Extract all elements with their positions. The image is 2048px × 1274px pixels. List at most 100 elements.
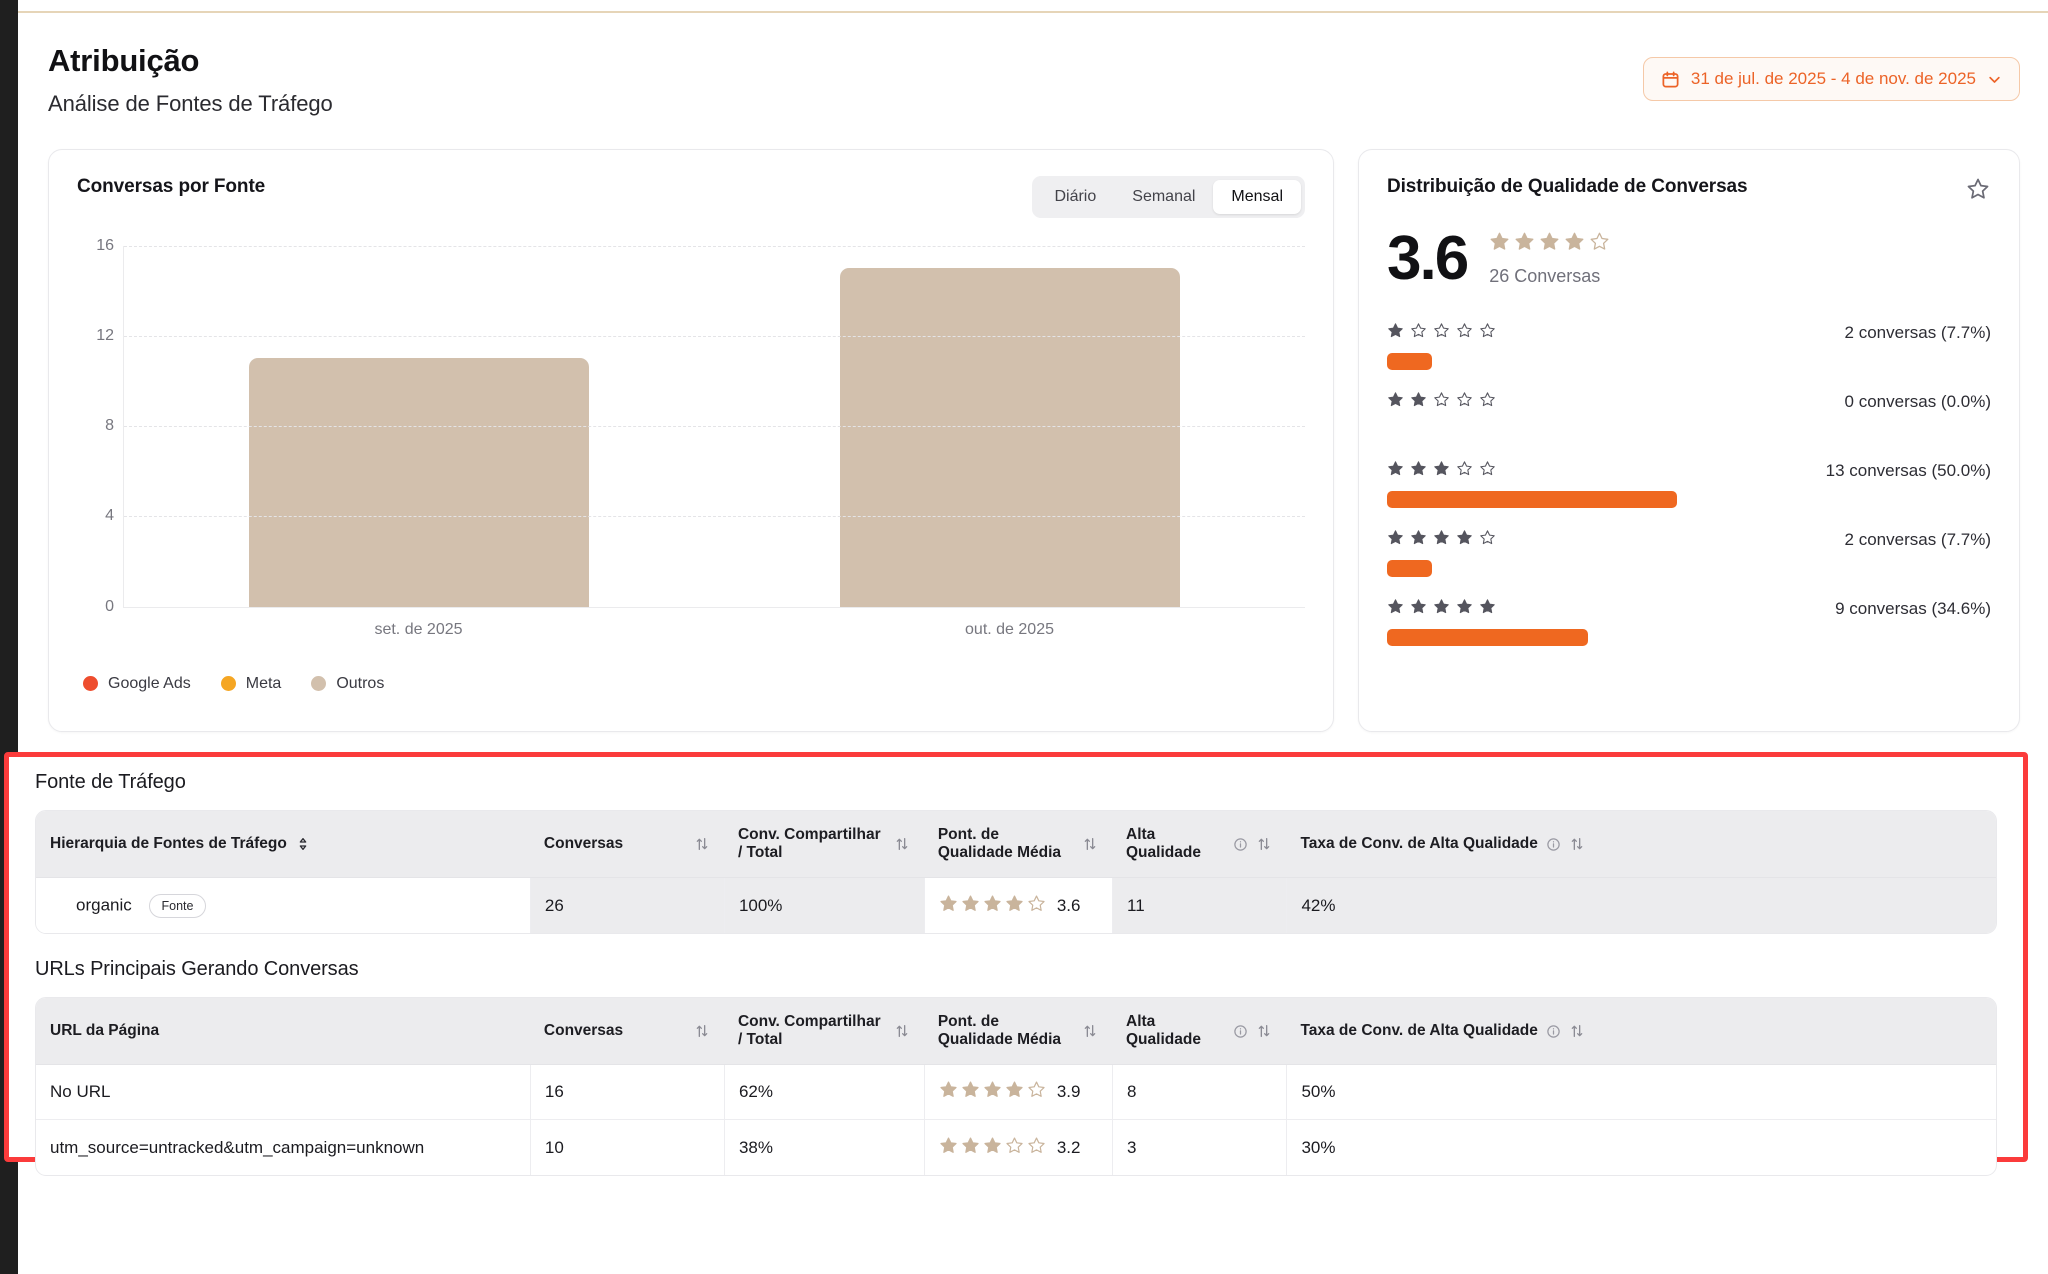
star-icon — [1514, 231, 1535, 257]
col-quality-score[interactable]: Pont. de Qualidade Média — [923, 811, 1112, 878]
chart-plot-area: 0 4 8 12 16 set. de 2025 out. de 2025 Google … — [77, 237, 1305, 711]
star-icon — [1005, 1136, 1024, 1160]
star-icon — [1479, 598, 1496, 620]
rating-bar-track — [1387, 422, 1991, 439]
star-icon — [939, 894, 958, 918]
col-hierarchy[interactable]: Hierarquia de Fontes de Tráfego — [36, 811, 530, 878]
cell-high-quality-rate: 42% — [1286, 878, 1996, 933]
rating-stars — [1387, 322, 1499, 344]
quality-stars — [939, 1080, 1047, 1104]
source-type-badge: Fonte — [148, 893, 207, 918]
cell-share: 62% — [723, 1065, 924, 1120]
average-score-value: 3.6 — [1387, 223, 1469, 293]
legend-item[interactable]: Google Ads — [83, 675, 191, 693]
star-icon — [1410, 391, 1427, 413]
col-quality-score-label: Pont. de Qualidade Média — [937, 1013, 1062, 1048]
sort-arrows-icon — [1084, 1025, 1096, 1037]
star-icon — [1489, 231, 1510, 257]
col-page-url[interactable]: URL da Página — [36, 998, 530, 1065]
granularity-option-mensal[interactable]: Mensal — [1213, 179, 1301, 214]
rating-bar-track — [1387, 559, 1991, 577]
page-header: Atribuição Análise de Fontes de Tráfego … — [18, 43, 2048, 117]
rating-distribution-row: 0 conversas (0.0%) — [1387, 391, 1991, 439]
star-icon — [961, 1080, 980, 1104]
info-circle-icon — [1547, 837, 1560, 851]
table-header-row: Hierarquia de Fontes de Tráfego Conversa… — [36, 811, 1996, 878]
chart-bar[interactable] — [249, 358, 590, 607]
legend-label: Outros — [336, 674, 385, 692]
col-share-label: Conv. Compartilhar / Total — [737, 826, 881, 861]
chart-legend: Google Ads Meta Outros — [83, 675, 1305, 693]
chart-bar[interactable] — [839, 268, 1180, 607]
chart-bars — [124, 246, 1305, 607]
rating-bar — [1387, 352, 1432, 370]
table-row[interactable]: No URL 16 62% 3.9 8 50% — [36, 1065, 1996, 1120]
star-icon — [1479, 391, 1496, 413]
granularity-option-semanal[interactable]: Semanal — [1114, 180, 1213, 214]
tables-container: Fonte de Tráfego Hierarquia de Fontes de… — [9, 757, 2023, 1176]
star-icon — [1589, 231, 1610, 257]
cell-quality-score: 3.9 — [923, 1065, 1112, 1120]
star-icon — [1564, 231, 1585, 257]
average-score-meta: 26 Conversas — [1489, 231, 1612, 287]
col-high-quality[interactable]: Alta Qualidade — [1112, 811, 1287, 878]
star-icon — [939, 1136, 958, 1160]
col-quality-score-label: Pont. de Qualidade Média — [937, 826, 1062, 861]
star-outline-icon[interactable] — [1965, 176, 1991, 202]
info-circle-icon — [1234, 1024, 1248, 1038]
quality-distribution-card: Distribuição de Qualidade de Conversas 3… — [1358, 148, 2020, 732]
star-icon — [983, 894, 1002, 918]
table-row[interactable]: utm_source=untracked&utm_campaign=unknow… — [36, 1120, 1996, 1175]
star-icon — [1433, 529, 1450, 551]
cell-quality-score: 3.6 — [923, 878, 1112, 933]
rating-bar-track — [1387, 628, 1991, 646]
average-score-block: 3.6 26 Conversas — [1387, 223, 1991, 293]
top-accent-line — [18, 11, 2048, 13]
col-high-quality-rate[interactable]: Taxa de Conv. de Alta Qualidade — [1286, 811, 1996, 878]
col-high-quality-rate[interactable]: Taxa de Conv. de Alta Qualidade — [1286, 998, 1996, 1065]
star-icon — [1456, 529, 1473, 551]
col-high-quality[interactable]: Alta Qualidade — [1112, 998, 1287, 1065]
star-icon — [1410, 460, 1427, 482]
col-quality-score[interactable]: Pont. de Qualidade Média — [923, 998, 1112, 1065]
star-icon — [1027, 1136, 1046, 1160]
chart-title: Conversas por Fonte — [77, 175, 266, 197]
rating-bar — [1387, 559, 1432, 577]
col-share[interactable]: Conv. Compartilhar / Total — [723, 998, 924, 1065]
title-block: Atribuição Análise de Fontes de Tráfego — [48, 43, 333, 117]
grid-line — [124, 335, 1305, 337]
col-conversas[interactable]: Conversas — [529, 998, 724, 1065]
rating-stars — [1387, 529, 1499, 551]
sort-arrows-icon — [696, 838, 708, 850]
granularity-segmented-control[interactable]: Diário Semanal Mensal — [1032, 175, 1305, 218]
legend-color-dot — [311, 676, 327, 692]
col-share[interactable]: Conv. Compartilhar / Total — [723, 811, 924, 878]
legend-item[interactable]: Meta — [220, 675, 281, 693]
cell-conversas: 16 — [529, 1065, 724, 1120]
page-title: Atribuição — [48, 43, 200, 78]
y-axis-tick: 8 — [105, 417, 114, 435]
quality-stars — [939, 1136, 1047, 1160]
col-conversas-label: Conversas — [543, 1022, 624, 1039]
rating-count-label: 9 conversas (34.6%) — [1835, 598, 1991, 618]
col-high-quality-rate-label: Taxa de Conv. de Alta Qualidade — [1300, 1022, 1538, 1039]
star-icon — [1387, 529, 1404, 551]
rating-bar — [1387, 628, 1588, 646]
star-icon — [961, 1136, 980, 1160]
legend-color-dot — [83, 676, 98, 692]
y-axis-tick: 12 — [96, 326, 114, 344]
rating-distribution-list: 2 conversas (7.7%) 0 conversas (0.0%) 13 c… — [1387, 322, 1991, 646]
star-icon — [1387, 322, 1404, 344]
star-icon — [983, 1136, 1002, 1160]
cell-page-url: utm_source=untracked&utm_campaign=unknow… — [50, 1137, 425, 1157]
granularity-option-diario[interactable]: Diário — [1036, 180, 1114, 214]
cell-quality-score: 3.2 — [923, 1120, 1112, 1175]
quality-score-value: 3.6 — [1056, 895, 1081, 915]
star-icon — [1433, 322, 1450, 344]
date-range-picker[interactable]: 31 de jul. de 2025 - 4 de nov. de 2025 — [1642, 57, 2020, 101]
table-row[interactable]: organic Fonte 26 100% 3.6 11 42% — [36, 878, 1996, 933]
legend-item[interactable]: Outros — [311, 675, 384, 693]
col-conversas[interactable]: Conversas — [529, 811, 724, 878]
star-icon — [1005, 894, 1024, 918]
star-icon — [1005, 1080, 1024, 1104]
